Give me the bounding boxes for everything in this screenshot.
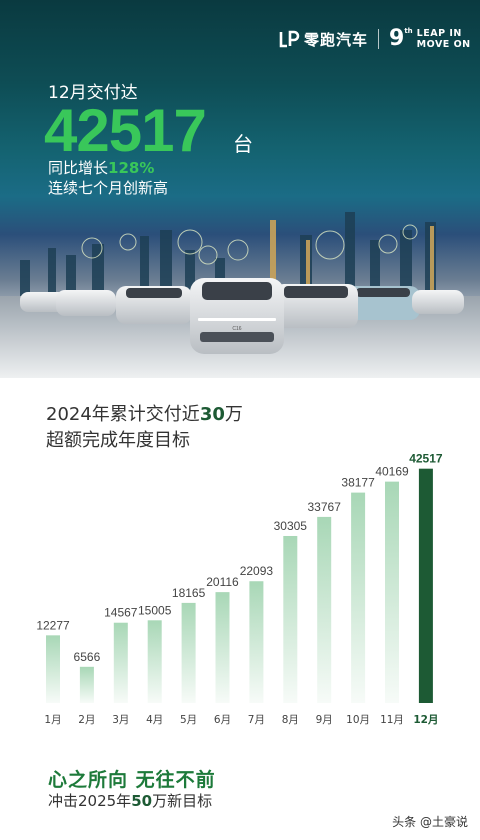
annual-summary: 2024年累计交付近30万 (46, 404, 243, 425)
month-label-7月: 7月 (248, 714, 265, 726)
brand-bar: 零跑汽车 9th LEAP IN MOVE ON (278, 28, 471, 50)
value-label-10月: 38177 (341, 476, 375, 490)
month-label-3月: 3月 (112, 714, 129, 726)
hero-banner: 零跑汽车 9th LEAP IN MOVE ON 12月交付达 42517 台 同… (0, 0, 480, 378)
bar-10月 (351, 492, 366, 703)
delivery-number: 42517 (44, 97, 207, 164)
svg-text:C16: C16 (232, 326, 241, 332)
motto: 心之所向 无往不前 (48, 769, 216, 791)
brand-divider (378, 29, 380, 49)
bar-5月 (181, 602, 196, 703)
value-label-3月: 14567 (104, 606, 138, 620)
value-label-4月: 15005 (138, 603, 172, 617)
bar-1月 (46, 635, 60, 703)
month-label-10月: 10月 (346, 714, 370, 726)
bar-6月 (215, 592, 230, 703)
bar-9月 (317, 516, 332, 703)
streak-text: 连续七个月创新高 (48, 179, 169, 197)
goal-2025: 冲击2025年50万新目标 (48, 792, 213, 810)
value-label-8月: 30305 (274, 519, 308, 533)
value-label-6月: 20116 (206, 575, 239, 589)
brand-name: 零跑汽车 (304, 30, 369, 49)
month-label-1月: 1月 (44, 714, 61, 726)
bar-2月 (79, 666, 94, 703)
bar-11月 (385, 481, 399, 703)
annual-target-text: 超额完成年度目标 (46, 430, 190, 451)
delivery-unit: 台 (233, 132, 253, 156)
value-label-1月: 12277 (36, 618, 70, 632)
value-label-7月: 22093 (240, 564, 274, 578)
month-label-12月: 12月 (413, 714, 438, 726)
value-label-12月: 42517 (409, 452, 443, 466)
bar-4月 (147, 620, 162, 703)
bar-7月 (249, 581, 264, 703)
month-label-8月: 8月 (282, 714, 299, 726)
month-label-4月: 4月 (146, 714, 163, 726)
month-label-9月: 9月 (316, 714, 333, 726)
value-label-9月: 33767 (308, 500, 342, 514)
month-label-5月: 5月 (180, 714, 197, 726)
month-label-11月: 11月 (380, 714, 404, 726)
bar-3月 (113, 622, 128, 703)
month-label-2月: 2月 (78, 714, 95, 726)
value-label-5月: 18165 (172, 586, 206, 600)
city-cars-scene: C16 (0, 212, 480, 378)
delivery-title: 12月交付达 (48, 83, 138, 103)
yoy-value: 128% (108, 159, 155, 177)
car-lineup: C16 (20, 278, 464, 354)
value-label-11月: 40169 (375, 465, 409, 479)
bar-8月 (283, 535, 298, 703)
value-label-2月: 6566 (74, 650, 101, 664)
monthly-delivery-chart: 12277 1月 6566 2月 14567 3月 15005 4月 18165 5月 20116 6… (36, 452, 443, 726)
month-label-6月: 6月 (214, 714, 231, 726)
brand-slogan: LEAP IN MOVE ON (416, 28, 471, 50)
source-watermark: 头条 @土豪说 (392, 815, 468, 829)
leapmotor-logo-icon (279, 30, 300, 48)
anniversary-mark: 9th (389, 26, 413, 51)
bar-12月 (418, 468, 433, 703)
yoy-growth: 同比增长128% (48, 159, 155, 177)
